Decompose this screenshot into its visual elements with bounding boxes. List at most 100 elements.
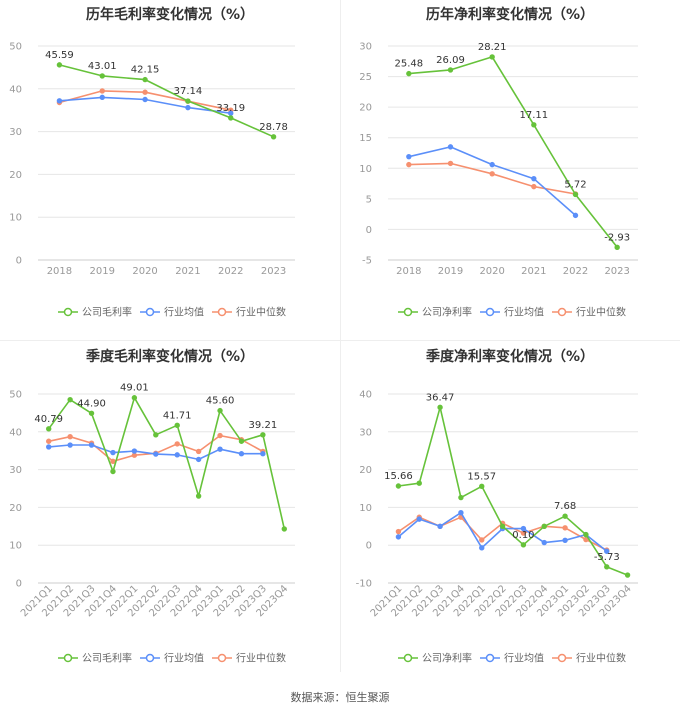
data-point-company [46, 426, 52, 432]
x-tick-label: 2018 [396, 266, 421, 277]
legend-item-median: 行业中位数 [552, 652, 626, 665]
legend-label: 行业均值 [164, 652, 204, 665]
data-point-avg [260, 451, 266, 457]
y-tick-label: 20 [359, 103, 372, 114]
x-tick-label: 2020 [479, 266, 504, 277]
y-tick-label: 0 [16, 256, 22, 267]
x-tick-label: 2019 [90, 266, 115, 277]
legend-item-company: 公司毛利率 [58, 652, 132, 665]
y-tick-label: 0 [16, 579, 22, 590]
y-tick-label: 50 [9, 390, 22, 401]
data-point-company [131, 395, 138, 401]
data-point-company [437, 404, 443, 411]
legend-label: 行业均值 [504, 306, 544, 319]
x-tick-label: 2023 [261, 266, 286, 277]
data-point-avg [99, 94, 105, 101]
data-label: 26.09 [436, 55, 465, 66]
data-label: 25.48 [395, 59, 424, 70]
data-label: 43.01 [88, 61, 117, 72]
data-label: 45.59 [45, 50, 74, 61]
legend-item-avg: 行业均值 [140, 652, 204, 665]
legend-marker [485, 307, 495, 317]
legend-marker [145, 307, 155, 317]
data-label: 28.78 [259, 122, 288, 133]
x-tick-label: 2020 [132, 266, 157, 277]
data-label: -2.93 [604, 232, 630, 243]
data-point-company [395, 483, 402, 489]
legend-item-median: 行业中位数 [212, 652, 286, 665]
x-tick-label: 2019 [438, 266, 463, 277]
data-point-median [99, 88, 105, 94]
data-point-avg [604, 548, 610, 554]
data-point-avg [520, 525, 527, 532]
legend-item-company: 公司净利率 [398, 306, 472, 319]
data-point-avg [572, 212, 579, 219]
legend-marker [63, 307, 73, 317]
data-label: 40.79 [34, 414, 63, 425]
legend-label: 行业均值 [164, 306, 204, 319]
y-tick-label: 40 [9, 84, 22, 95]
series-line-company [48, 396, 286, 530]
quarterly-net-margin-plot: -100102030402021Q12021Q22021Q32021Q42022… [356, 390, 638, 665]
data-point-company [195, 493, 202, 499]
data-source-note: 数据来源：恒生聚源 [290, 691, 390, 704]
legend-marker [485, 653, 495, 663]
data-point-median [479, 537, 485, 543]
data-point-company [583, 531, 589, 538]
data-point-company [604, 564, 610, 570]
legend-label: 公司净利率 [422, 652, 472, 665]
x-tick-label: 2023 [604, 266, 629, 277]
legend-label: 公司毛利率 [82, 306, 132, 319]
y-tick-label: 30 [359, 427, 372, 438]
chart-title: 历年净利率变化情况（%） [425, 7, 595, 23]
data-point-median [395, 528, 402, 535]
y-tick-label: 0 [366, 225, 372, 236]
data-point-company [153, 432, 159, 438]
legend-label: 行业均值 [504, 652, 544, 665]
y-tick-label: -10 [356, 579, 372, 590]
data-point-company [174, 422, 180, 429]
data-point-company [99, 73, 105, 79]
x-tick-label: 2021 [175, 266, 200, 277]
y-tick-label: -5 [362, 256, 372, 267]
data-point-company [416, 480, 422, 486]
vertical-divider [340, 0, 341, 672]
data-label: 33.19 [216, 103, 245, 114]
legend-label: 公司毛利率 [82, 652, 132, 665]
chart-title: 季度净利率变化情况（%） [425, 349, 595, 365]
legend-item-median: 行业中位数 [552, 306, 626, 319]
data-point-avg [131, 448, 138, 454]
data-label: -5.73 [594, 552, 620, 563]
data-label: 39.21 [249, 420, 278, 431]
y-tick-label: 20 [9, 503, 22, 514]
y-tick-label: 40 [359, 390, 372, 401]
y-tick-label: 10 [9, 541, 22, 552]
data-point-median [531, 183, 537, 190]
annual-gross-margin-chart: 历年毛利率变化情况（%） 0 10 20 30 40 50 2018 2019 2020 2021… [0, 0, 340, 340]
data-point-company [88, 410, 95, 416]
data-point-avg [406, 153, 412, 160]
data-point-company [614, 244, 620, 251]
data-point-avg [110, 449, 116, 456]
y-tick-label: 30 [359, 42, 372, 53]
y-tick-label: 20 [9, 170, 22, 181]
data-point-avg [88, 442, 95, 448]
quarterly-gross-margin-chart: 季度毛利率变化情况（%） 0 10 20 30 40 50 2021Q1 2021Q2 2021… [0, 342, 340, 682]
y-tick-label: 30 [9, 127, 22, 138]
data-point-median [110, 458, 116, 464]
legend-label: 行业中位数 [236, 306, 286, 319]
legend-marker [403, 307, 413, 317]
series-line-median [48, 434, 264, 463]
data-point-company [458, 494, 464, 501]
data-point-company [228, 115, 234, 121]
data-point-company [447, 67, 454, 73]
horizontal-divider [0, 340, 680, 341]
data-point-company [185, 98, 191, 104]
legend-marker [557, 653, 567, 663]
data-point-avg [531, 175, 537, 182]
data-point-company [531, 122, 537, 128]
data-point-company [479, 483, 485, 490]
data-point-company [67, 396, 73, 403]
data-point-company [260, 432, 266, 438]
data-point-avg [142, 96, 148, 103]
